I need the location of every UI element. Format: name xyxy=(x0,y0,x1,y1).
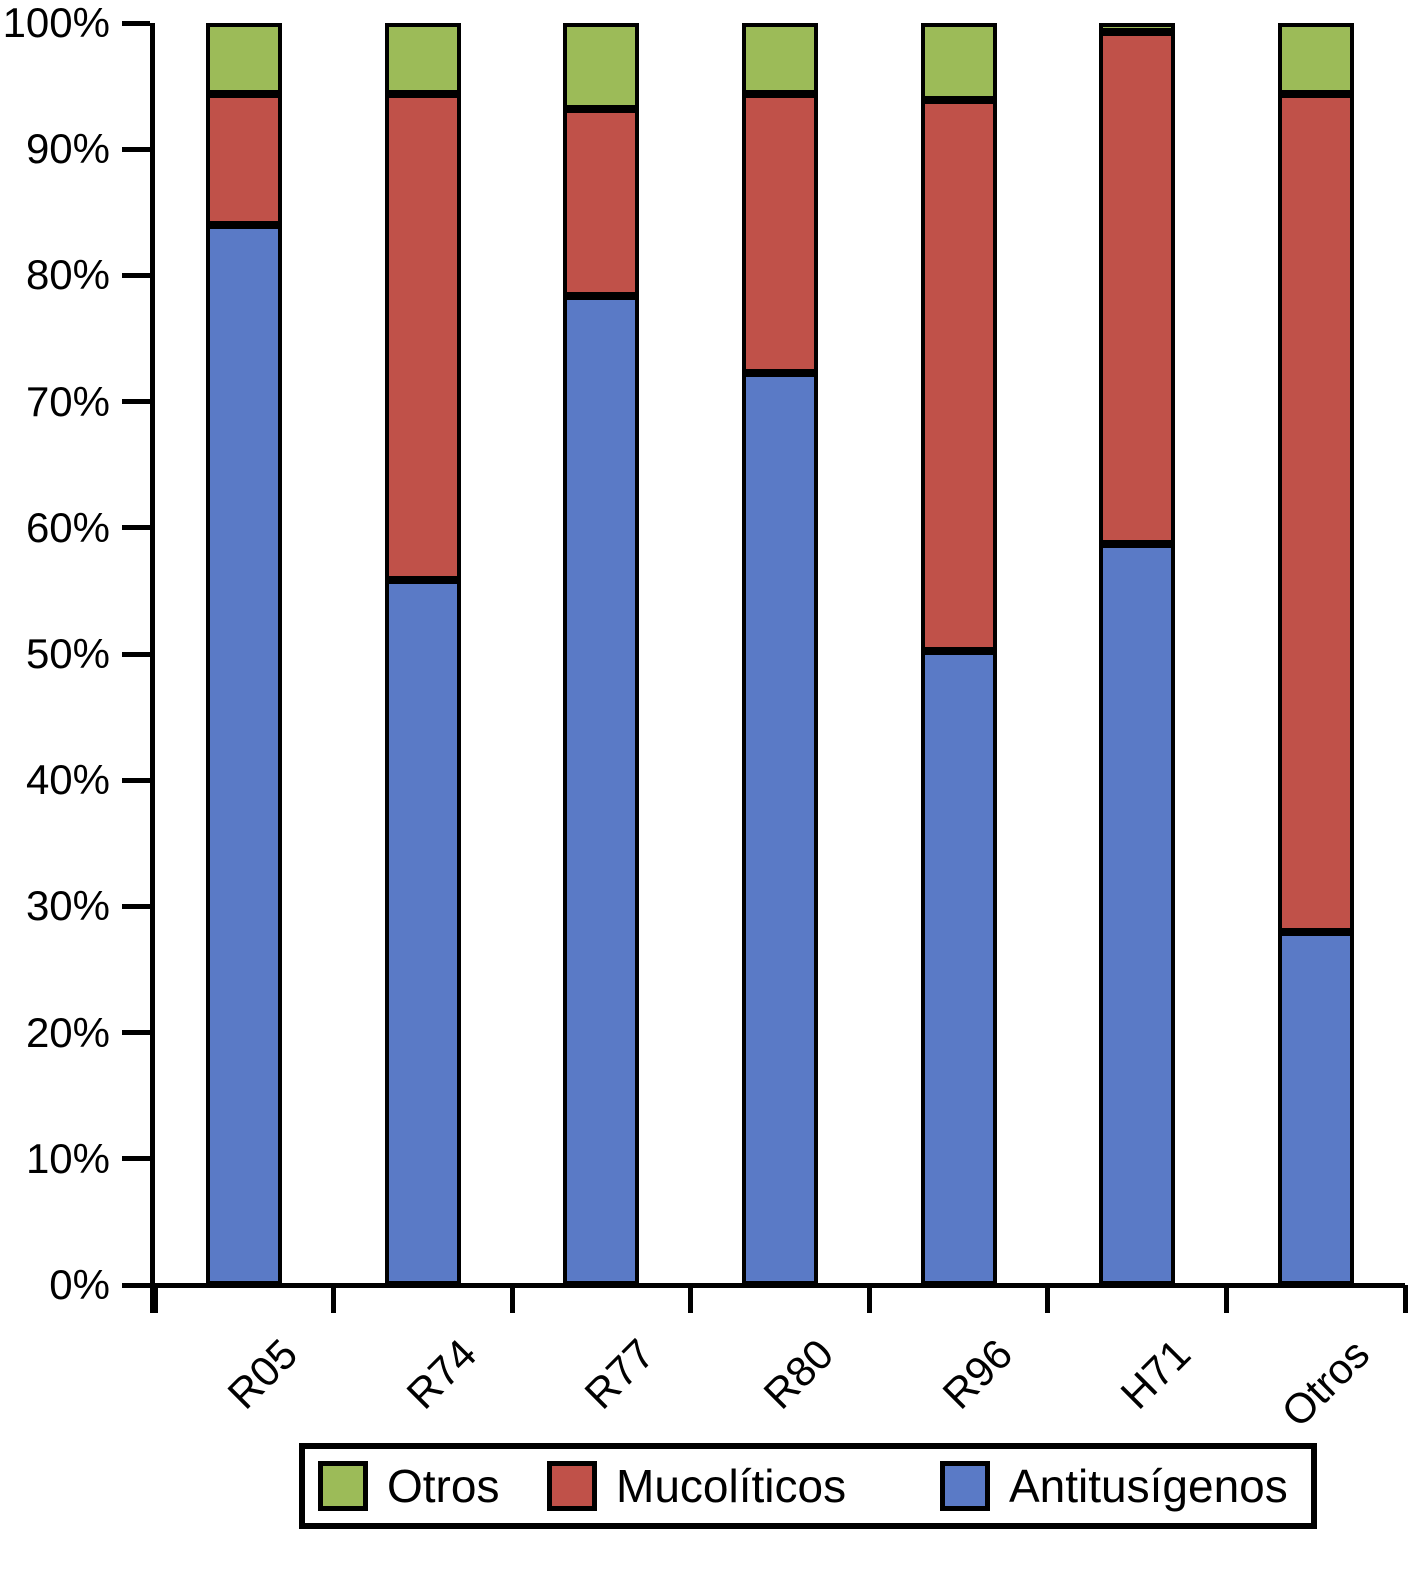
bar-segment-antitusígenos-h71 xyxy=(1099,544,1176,1285)
x-tick xyxy=(1045,1285,1051,1313)
y-axis-label: 0% xyxy=(49,1261,110,1308)
x-axis-baseline xyxy=(150,1283,1405,1288)
bar-segment-mucolíticos-r05 xyxy=(206,93,283,225)
bar-segment-antitusígenos-r05 xyxy=(206,224,283,1285)
legend-label: Otros xyxy=(387,1460,500,1512)
x-tick xyxy=(509,1285,515,1313)
bar-segment-antitusígenos-r77 xyxy=(563,295,640,1285)
y-tick xyxy=(122,903,150,909)
x-tick xyxy=(1402,1285,1408,1313)
bar-segment-mucolíticos-h71 xyxy=(1099,31,1176,545)
bar-segment-mucolíticos-r77 xyxy=(563,108,640,296)
bar-segment-otros-r80 xyxy=(741,23,818,94)
bar-segment-otros-h71 xyxy=(1099,23,1176,32)
legend-item-otros: Otros xyxy=(318,1461,499,1511)
legend-swatch-icon xyxy=(318,1461,368,1511)
bar-r74 xyxy=(384,23,461,1285)
y-axis-label: 90% xyxy=(25,125,110,173)
bar-r77 xyxy=(563,23,640,1285)
bar-segment-antitusígenos-r80 xyxy=(741,372,818,1285)
y-tick xyxy=(122,20,150,26)
y-tick xyxy=(122,1282,150,1288)
legend-swatch-icon xyxy=(547,1461,597,1511)
bar-segment-mucolíticos-r96 xyxy=(920,99,997,652)
y-axis-label: 20% xyxy=(25,1008,110,1056)
bar-slot-r77 xyxy=(512,23,691,1285)
y-tick xyxy=(122,272,150,278)
y-axis-label: 100% xyxy=(2,0,110,46)
bar-slot-r80 xyxy=(691,23,870,1285)
bar-slot-r74 xyxy=(334,23,513,1285)
x-tick xyxy=(1223,1285,1229,1313)
bar-segment-mucolíticos-r74 xyxy=(384,93,461,580)
bar-slot-otros xyxy=(1226,23,1405,1285)
bar-segment-otros-r96 xyxy=(920,23,997,100)
stacked-bar-chart-figure: 0% 10% 20% 30% 40% 50% 60% 70% 80% 90% 100% R05 R74… xyxy=(2,0,1408,1529)
legend-label: Mucolíticos xyxy=(616,1460,847,1512)
y-axis-label: 40% xyxy=(25,756,110,804)
y-tick xyxy=(122,777,150,783)
bar-h71 xyxy=(1099,23,1176,1285)
bar-r05 xyxy=(206,23,283,1285)
x-tick xyxy=(688,1285,694,1313)
bar-r80 xyxy=(741,23,818,1285)
y-tick xyxy=(122,146,150,152)
y-axis-label: 30% xyxy=(25,882,110,930)
legend-swatch-icon xyxy=(940,1461,990,1511)
y-tick xyxy=(122,1156,150,1162)
bar-segment-antitusígenos-r74 xyxy=(384,579,461,1285)
y-axis-line xyxy=(150,23,155,1313)
bar-r96 xyxy=(920,23,997,1285)
plot-area: 0% 10% 20% 30% 40% 50% 60% 70% 80% 90% 100% R05 R74… xyxy=(3,0,1408,1436)
y-axis-label: 60% xyxy=(25,503,110,551)
x-tick xyxy=(331,1285,337,1313)
y-axis-label: 50% xyxy=(25,630,110,677)
y-tick xyxy=(122,399,150,405)
bar-segment-antitusígenos-r96 xyxy=(920,651,997,1285)
bar-otros xyxy=(1277,23,1354,1285)
bar-slot-h71 xyxy=(1048,23,1227,1285)
y-tick xyxy=(122,525,150,531)
legend: Otros Mucolíticos Antitusígenos xyxy=(299,1443,1317,1529)
y-axis-label: 80% xyxy=(25,251,110,299)
bar-segment-otros-r74 xyxy=(384,23,461,94)
bar-slot-r96 xyxy=(869,23,1048,1285)
bar-segment-otros-r05 xyxy=(206,23,283,94)
y-tick xyxy=(122,651,150,657)
y-tick xyxy=(122,1030,150,1036)
bar-segment-mucolíticos-otros xyxy=(1277,93,1354,932)
legend-item-antitusígenos: Antitusígenos xyxy=(940,1461,1288,1511)
bar-segment-otros-otros xyxy=(1277,23,1354,94)
bar-slot-r05 xyxy=(155,23,334,1285)
legend-label: Antitusígenos xyxy=(1009,1460,1288,1512)
y-axis-label: 70% xyxy=(25,377,110,425)
x-tick xyxy=(152,1285,158,1313)
bar-segment-antitusígenos-otros xyxy=(1277,931,1354,1285)
x-tick xyxy=(866,1285,872,1313)
bar-segment-otros-r77 xyxy=(563,23,640,109)
bar-segment-mucolíticos-r80 xyxy=(741,93,818,373)
y-axis-label: 10% xyxy=(25,1134,110,1182)
legend-item-mucolíticos: Mucolíticos xyxy=(547,1461,846,1511)
